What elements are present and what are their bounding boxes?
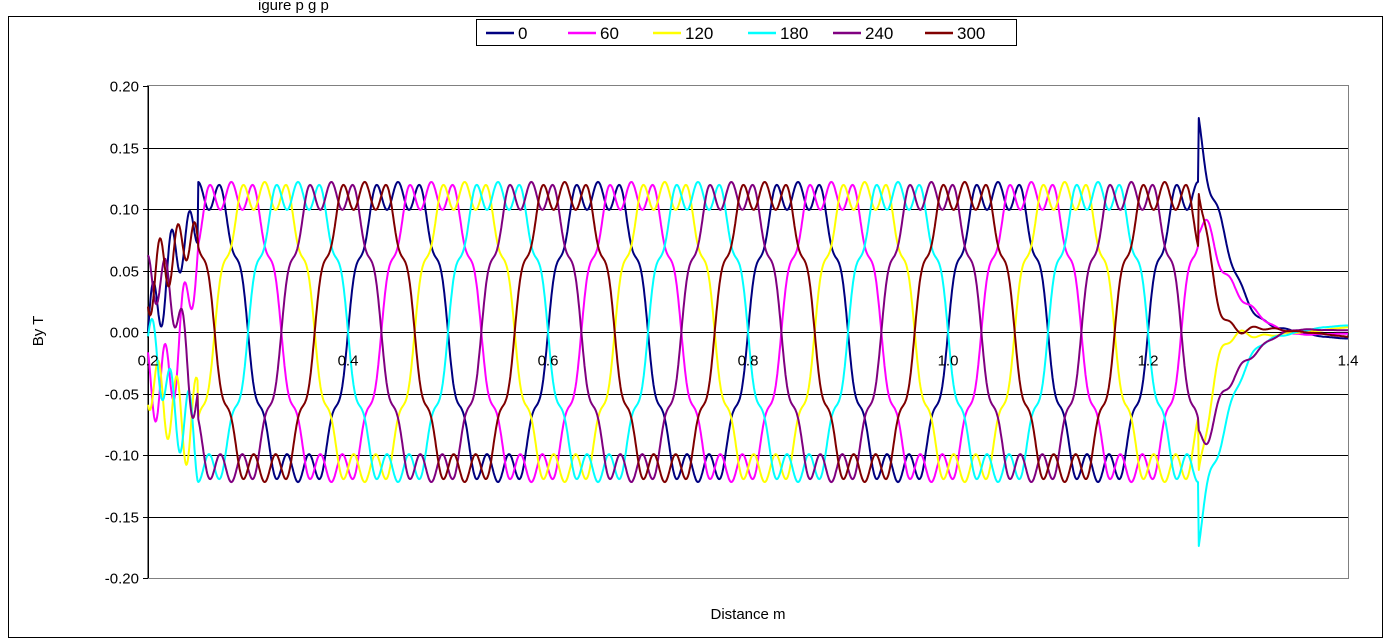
legend: 0 60 120 180 240 300	[476, 19, 1017, 46]
y-tick-label: -0.20	[105, 571, 139, 588]
x-tick-label: 1.0	[938, 353, 959, 370]
legend-label-60: 60	[600, 24, 619, 43]
series-line-120	[147, 180, 1349, 484]
x-tick-label: 0.8	[738, 353, 759, 370]
legend-label-120: 120	[685, 24, 713, 43]
x-tick-label: 1.4	[1338, 353, 1359, 370]
y-gridlines	[148, 148, 1348, 518]
x-tick-label: 0.6	[538, 353, 559, 370]
y-tick-label: 0.00	[110, 325, 139, 342]
chart-border	[8, 16, 1383, 638]
y-tick-label: 0.10	[110, 202, 139, 219]
legend-label-180: 180	[780, 24, 808, 43]
y-tick-labels: 0.20 0.15 0.10 0.05 0.00 -0.05 -0.10 -0.15 -0.20	[105, 79, 139, 588]
series-line-300	[147, 180, 1349, 484]
x-tick-labels: 0.2 0.4 0.6 0.8 1.0 1.2 1.4	[138, 353, 1359, 370]
x-axis-label: Distance m	[710, 606, 785, 623]
x-tick-label: 0.4	[338, 353, 359, 370]
series-layer	[147, 117, 1349, 547]
y-tick-label: 0.05	[110, 264, 139, 281]
y-axis-label: By T	[30, 316, 47, 347]
x-tick-label: 0.2	[138, 353, 159, 370]
y-tick-label: 0.20	[110, 79, 139, 96]
legend-label-0: 0	[518, 24, 527, 43]
y-tick-label: 0.15	[110, 141, 139, 158]
y-tick-label: -0.05	[105, 387, 139, 404]
legend-label-300: 300	[957, 24, 985, 43]
y-tick-label: -0.10	[105, 448, 139, 465]
legend-label-240: 240	[865, 24, 893, 43]
caption-fragment: igure p g p	[258, 0, 329, 14]
y-tick-label: -0.15	[105, 510, 139, 527]
series-line-180	[147, 180, 1349, 547]
x-tick-label: 1.2	[1138, 353, 1159, 370]
